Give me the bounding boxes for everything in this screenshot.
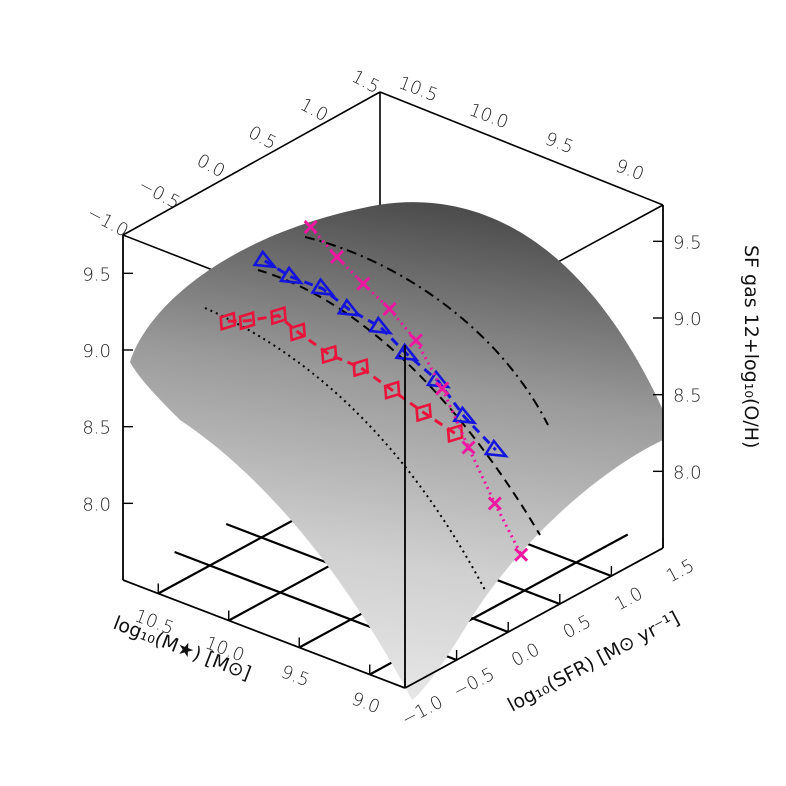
tick-label: 9.5: [542, 128, 576, 158]
data-point-square: [320, 344, 338, 365]
data-point-x: [408, 333, 423, 348]
tick-label: 0.5: [560, 611, 595, 643]
tick-label: 0.0: [193, 150, 228, 182]
data-point-square: [415, 402, 432, 423]
data-point-square: [352, 357, 370, 378]
data-point-x: [435, 381, 450, 396]
data-point-triangle: [336, 297, 362, 317]
data-point-triangle: [310, 277, 336, 297]
model-curve-dashdot: [304, 236, 549, 426]
series-layer: [219, 220, 529, 562]
tick-layer: [123, 240, 664, 688]
box-edge: [379, 91, 664, 206]
tick-label: −0.5: [135, 175, 183, 214]
data-point-triangle: [278, 265, 304, 285]
data-point-x: [356, 276, 371, 291]
tick-label: 1.0: [611, 583, 646, 615]
box-edge: [122, 91, 381, 236]
tick-label: 8.5: [673, 386, 702, 407]
tick-label: 0.0: [508, 639, 543, 671]
box-edge: [122, 579, 406, 689]
data-point-triangle: [483, 438, 509, 458]
tick-label: 8.0: [82, 494, 111, 515]
tick-label: 8.0: [673, 462, 702, 483]
tick-label: −1.0: [83, 203, 131, 242]
data-point-square: [446, 423, 464, 444]
tick-label: 1.5: [663, 555, 698, 587]
data-point-x: [382, 301, 397, 316]
data-point-x: [461, 440, 476, 455]
data-point-x: [514, 547, 529, 562]
data-point-triangle: [452, 405, 478, 425]
box-edge: [404, 547, 664, 689]
data-point-x: [303, 220, 318, 235]
data-point-square: [219, 311, 237, 331]
model-curve-dashed: [257, 269, 541, 536]
box-front: [122, 205, 664, 689]
tick-label: 9.5: [673, 232, 702, 253]
tick-label: 9.0: [613, 155, 647, 185]
tick-label: 9.0: [349, 688, 383, 718]
tick-label: 9.0: [673, 309, 702, 330]
tick-label: 9.5: [278, 661, 312, 691]
data-point-x: [329, 249, 345, 264]
z-axis-title: SF gas 12+log₁₀(O/H): [740, 245, 762, 448]
tick-label: 10.0: [466, 99, 511, 133]
data-point-square: [383, 380, 401, 400]
data-point-triangle: [368, 315, 394, 335]
data-point-square: [270, 305, 287, 326]
tick-label: 9.0: [82, 341, 111, 362]
data-point-square: [289, 322, 307, 342]
series-line-square: [227, 314, 456, 435]
tick-label: 0.5: [245, 122, 280, 154]
tick-label: 8.5: [82, 418, 111, 439]
data-point-square: [238, 311, 256, 331]
data-point-triangle: [394, 342, 420, 362]
tick-label: 9.5: [82, 264, 111, 285]
tick-label: −1.0: [398, 692, 446, 731]
series-line-triangle: [263, 259, 497, 452]
data-point-x: [487, 496, 502, 511]
data-point-triangle: [252, 249, 278, 269]
tick-label: −0.5: [450, 664, 498, 703]
model-surface: [130, 202, 663, 700]
